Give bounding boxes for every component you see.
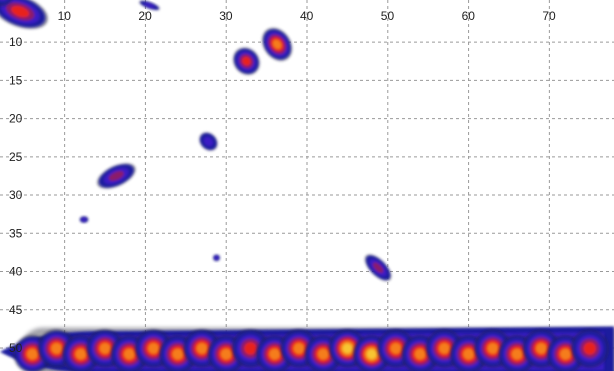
blob-level — [214, 256, 219, 260]
x-tick-label: 60 — [462, 9, 476, 23]
blob-level — [269, 348, 281, 360]
x-tick-label: 50 — [381, 9, 395, 23]
blob-level — [148, 342, 159, 354]
blob-level — [172, 348, 184, 360]
blob-level — [272, 39, 282, 50]
blob-level — [0, 0, 7, 2]
blob-5 — [139, 0, 160, 11]
blob-level — [317, 348, 329, 360]
blob-level — [26, 348, 38, 360]
x-tick-label: 30 — [219, 9, 233, 23]
y-tick-label: 15 — [9, 73, 23, 87]
x-tick-label: 40 — [300, 9, 314, 23]
blob-7 — [212, 254, 221, 262]
band-streak-11 — [279, 329, 318, 368]
blob-level — [560, 348, 571, 360]
blob-9 — [0, 0, 12, 7]
y-tick-label: 10 — [9, 35, 23, 49]
blob-4 — [364, 254, 392, 282]
blob-8 — [0, 0, 48, 30]
blob-level — [438, 342, 450, 354]
blob-level — [75, 348, 87, 360]
blob-level — [293, 342, 305, 354]
blob-0 — [232, 47, 260, 76]
blob-level — [108, 170, 124, 181]
blob-3 — [96, 163, 136, 189]
x-tick-label: 70 — [542, 9, 556, 23]
blob-level — [372, 262, 384, 273]
blob-6 — [79, 216, 89, 223]
data-blobs — [0, 0, 392, 282]
blob-level — [511, 348, 523, 360]
blob-level — [366, 349, 377, 360]
y-tick-label: 45 — [9, 303, 23, 317]
blob-level — [196, 342, 208, 354]
blob-level — [244, 342, 257, 355]
blob-level — [11, 5, 30, 18]
y-tick-label: 30 — [9, 188, 23, 202]
blob-level — [51, 342, 62, 354]
x-tick-label: 10 — [58, 9, 72, 23]
band-streak-7 — [182, 329, 222, 368]
data-band — [0, 326, 614, 371]
blob-level — [583, 342, 596, 355]
y-tick-label: 40 — [9, 265, 23, 279]
blob-1 — [261, 27, 293, 62]
blob-level — [123, 348, 135, 360]
blob-level — [203, 136, 214, 147]
y-tick-label: 20 — [9, 112, 23, 126]
blob-level — [220, 348, 232, 360]
y-tick-label: 25 — [9, 150, 23, 164]
blob-level — [535, 342, 547, 354]
blob-level — [342, 343, 353, 354]
tick-labels: 10 20 30 40 50 60 70 10 15 20 25 30 35 40 45 50 — [9, 9, 556, 355]
blob-level — [390, 342, 402, 354]
y-tick-label: 35 — [9, 226, 23, 240]
blob-level — [487, 342, 499, 354]
blob-level — [242, 56, 251, 66]
blob-level — [99, 342, 111, 354]
x-tick-label: 20 — [138, 9, 152, 23]
blob-level — [81, 217, 87, 222]
blob-level — [414, 348, 426, 360]
blob-level — [463, 348, 475, 360]
band-streak-23 — [570, 329, 609, 368]
y-tick-label: 50 — [9, 341, 23, 355]
blob-level — [144, 2, 155, 8]
blob-2 — [199, 132, 218, 151]
